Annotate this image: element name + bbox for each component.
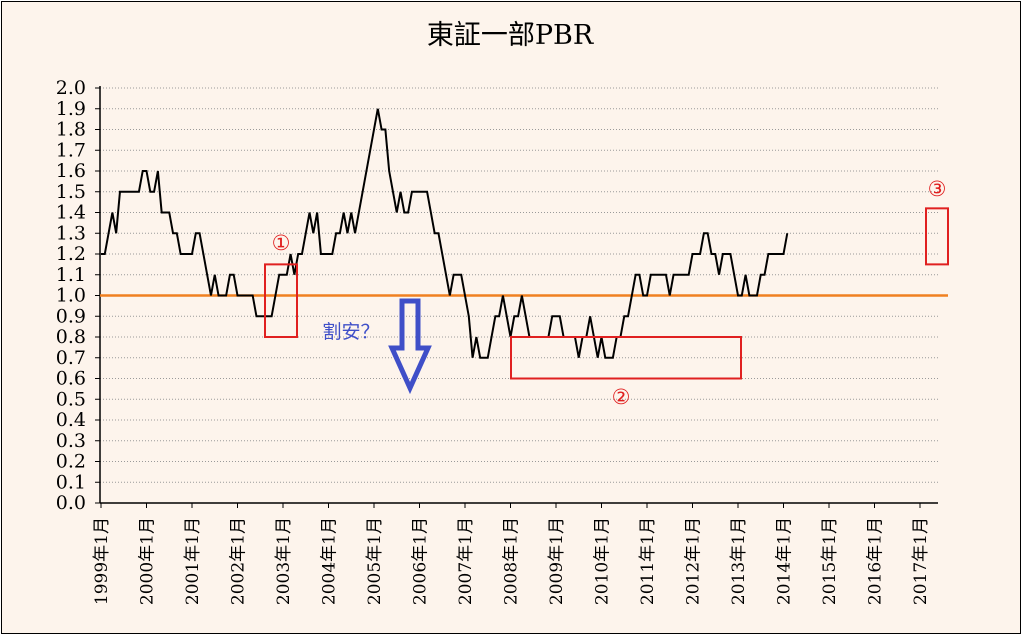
x-tick-labels: 1999年1月 2000年1月 2001年1月 2002年1月 2003年1月 2004年… [92, 517, 931, 605]
pbr-series [101, 108, 789, 359]
pbr-line [101, 108, 789, 359]
x-tick-label: 2003年1月 [274, 517, 294, 605]
y-tick-label: 0.0 [56, 492, 86, 514]
x-tick-label: 2017年1月 [911, 517, 931, 605]
y-tick-labels: 0.00.10.20.30.40.50.60.70.80.91.01.11.21… [56, 77, 86, 514]
y-tick-label: 2.0 [56, 77, 86, 99]
y-tick-label: 0.3 [56, 430, 86, 452]
annotation-label-3: ③ [928, 177, 947, 201]
x-tick-label: 2005年1月 [365, 517, 385, 605]
y-tick-label: 1.8 [56, 119, 86, 141]
y-tick-label: 1.7 [56, 139, 86, 161]
annotation-label-2: ② [612, 385, 631, 409]
y-tick-label: 0.1 [56, 471, 86, 493]
down-arrow-icon [388, 298, 432, 395]
y-tick-label: 1.6 [56, 160, 86, 182]
annotations: ① ② ③ 割安？ [264, 177, 949, 409]
x-tick-label: 1999年1月 [92, 517, 112, 605]
x-tick-label: 2013年1月 [729, 517, 749, 605]
y-tick-label: 1.2 [56, 243, 86, 265]
x-tick-label: 2011年1月 [638, 517, 658, 605]
y-tick-label: 1.5 [56, 181, 86, 203]
y-tick-label: 1.0 [56, 285, 86, 307]
x-tick-label: 2007年1月 [456, 517, 476, 605]
x-tick-label: 2010年1月 [593, 517, 613, 605]
x-tick-label: 2009年1月 [547, 517, 567, 605]
y-tick-label: 0.6 [56, 368, 86, 390]
x-tick-label: 2015年1月 [820, 517, 840, 605]
y-tick-label: 0.5 [56, 388, 86, 410]
x-tick-label: 2002年1月 [229, 517, 249, 605]
y-tick-label: 0.7 [56, 347, 86, 369]
x-tick-label: 2012年1月 [684, 517, 704, 605]
y-tick-label: 1.9 [56, 98, 86, 120]
x-tick-label: 2000年1月 [138, 517, 158, 605]
x-tick-label: 2014年1月 [775, 517, 795, 605]
x-tick-label: 2001年1月 [183, 517, 203, 605]
y-tick-label: 0.8 [56, 326, 86, 348]
y-tick-label: 0.4 [56, 409, 86, 431]
annotation-box-3 [925, 207, 949, 266]
grid-lines [95, 87, 938, 504]
y-tick-label: 1.3 [56, 222, 86, 244]
x-tick-label: 2016年1月 [866, 517, 886, 605]
annotation-label-1: ① [272, 231, 291, 255]
annotation-label-cheap: 割安？ [322, 321, 379, 343]
y-tick-label: 0.9 [56, 305, 86, 327]
annotation-box-1 [264, 263, 298, 338]
x-tick-label: 2004年1月 [320, 517, 340, 605]
x-tick-label: 2008年1月 [502, 517, 522, 605]
annotation-box-2 [510, 336, 742, 380]
chart-title: 東証一部PBR [427, 20, 594, 51]
y-tick-label: 0.2 [56, 451, 86, 473]
axes [99, 86, 938, 508]
y-tick-label: 1.1 [56, 264, 86, 286]
y-tick-label: 1.4 [56, 202, 86, 224]
x-tick-label: 2006年1月 [411, 517, 431, 605]
